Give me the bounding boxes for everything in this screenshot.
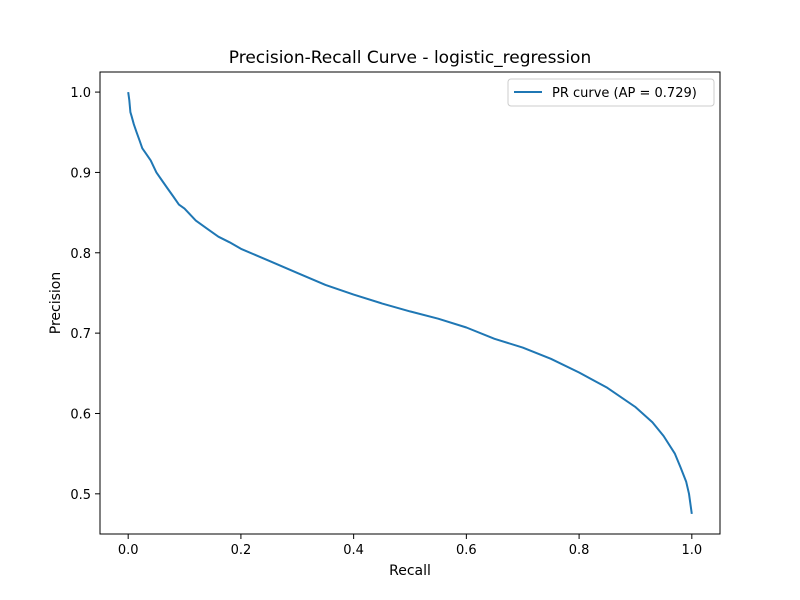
y-tick-label: 0.8 [70,247,91,262]
x-tick-label: 0.0 [118,543,139,558]
plot-area [127,91,693,515]
plot-frame [99,71,721,535]
legend: PR curve (AP = 0.729) [507,78,715,107]
y-tick-label: 1.0 [70,86,91,101]
y-tick-label: 0.5 [70,488,91,503]
x-axis: 0.0 0.2 0.4 0.6 0.8 1.0 [118,534,702,558]
x-tick-label: 0.8 [569,543,590,558]
x-axis-label: Recall [389,563,431,579]
y-tick-label: 0.9 [70,166,91,181]
legend-label: PR curve (AP = 0.729) [552,86,697,101]
y-axis-label: Precision [48,272,64,334]
x-tick-label: 0.2 [231,543,252,558]
y-axis: 0.5 0.6 0.7 0.8 0.9 1.0 [70,86,100,503]
pr-curve-line [127,91,693,515]
x-tick-label: 0.6 [456,543,477,558]
y-tick-label: 0.6 [70,407,91,422]
x-tick-label: 1.0 [681,543,702,558]
chart-title: Precision-Recall Curve - logistic_regres… [229,48,592,68]
x-tick-label: 0.4 [343,543,364,558]
y-tick-label: 0.7 [70,327,91,342]
legend-box [507,78,715,107]
